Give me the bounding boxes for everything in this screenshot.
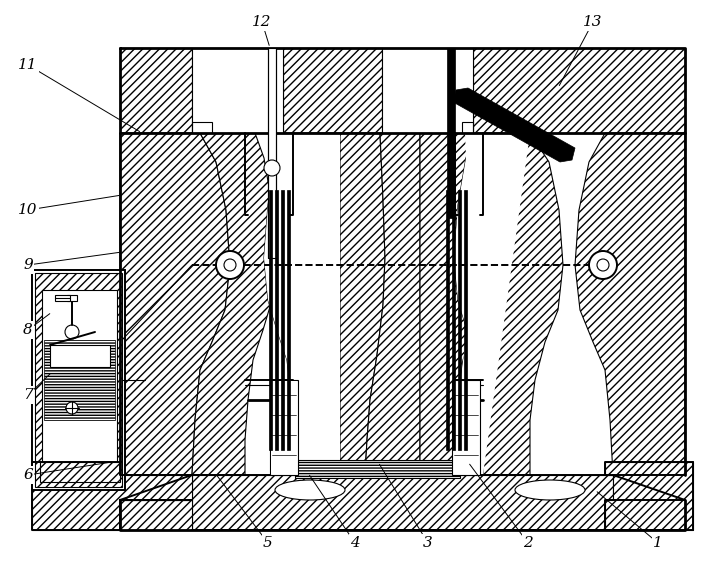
Polygon shape [120,133,230,475]
Bar [55,295,70,301]
Polygon shape [420,133,486,475]
Bar [452,380,480,475]
Polygon shape [120,500,192,530]
Polygon shape [283,48,382,133]
Polygon shape [473,48,685,133]
Bar [464,190,467,450]
Bar [269,190,272,450]
Ellipse shape [275,480,345,500]
Polygon shape [613,500,685,530]
Polygon shape [192,133,276,475]
Bar [271,381,297,474]
Polygon shape [35,273,122,487]
Bar [44,340,115,420]
Circle shape [65,325,79,339]
Polygon shape [454,133,563,475]
Polygon shape [192,475,613,530]
Bar [382,48,473,133]
Text: 1: 1 [653,536,663,550]
Ellipse shape [515,480,585,500]
Bar [462,122,473,133]
Polygon shape [453,88,575,162]
Circle shape [66,402,78,414]
Polygon shape [365,133,420,475]
Bar [447,48,455,218]
Circle shape [224,259,236,271]
Bar [452,190,455,450]
Circle shape [597,259,609,271]
Text: 11: 11 [18,58,38,72]
Text: 10: 10 [18,203,38,217]
Bar [42,290,117,480]
Polygon shape [575,133,685,475]
Text: 3: 3 [423,536,433,550]
Circle shape [589,251,617,279]
Bar [275,190,278,450]
Circle shape [264,160,280,176]
Text: 9: 9 [23,258,33,272]
Polygon shape [264,133,340,475]
Polygon shape [120,48,192,133]
Bar [40,462,120,482]
Bar [120,48,685,133]
Polygon shape [340,133,385,475]
Polygon shape [605,462,693,530]
Text: 6: 6 [23,468,33,482]
Circle shape [216,251,244,279]
Polygon shape [32,270,125,490]
Bar [44,292,115,478]
Text: 5: 5 [263,536,273,550]
Bar [295,460,460,478]
Bar [458,190,461,450]
Text: 7: 7 [23,388,33,402]
Text: 4: 4 [350,536,360,550]
Text: 8: 8 [23,323,33,337]
Bar [192,122,212,133]
Text: 13: 13 [583,15,602,29]
Bar [268,48,276,258]
Bar [50,345,110,367]
Bar [67,295,77,301]
Bar [287,190,290,450]
Polygon shape [32,462,192,530]
Bar [192,48,283,133]
Bar [281,190,284,450]
Text: 2: 2 [523,536,533,550]
Polygon shape [255,133,340,475]
Bar [446,190,449,450]
Text: 12: 12 [252,15,272,29]
Bar [270,380,298,475]
Polygon shape [454,133,530,475]
